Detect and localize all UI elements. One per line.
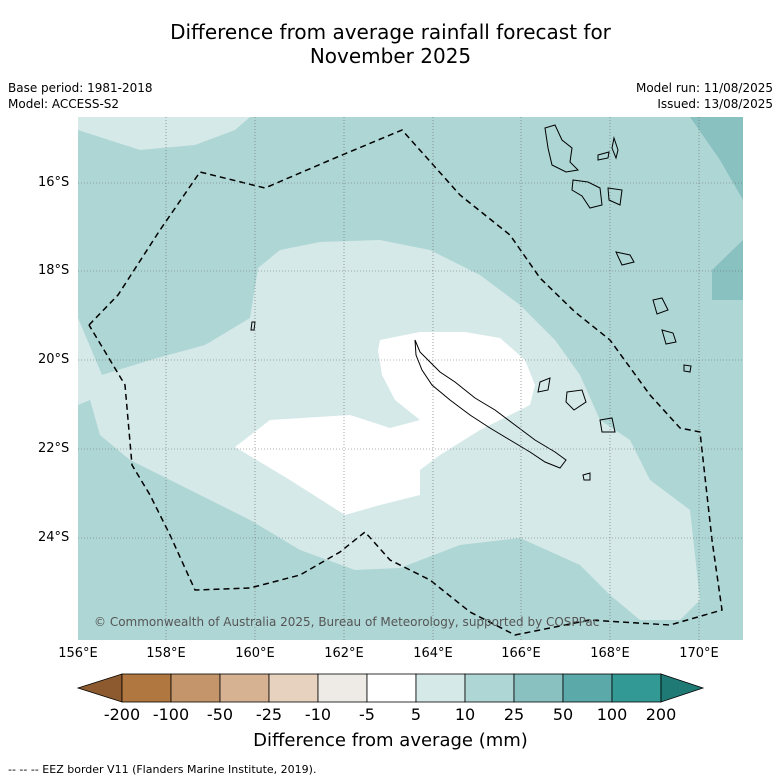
- colorbar-tick: -10: [304, 705, 332, 724]
- colorbar-arrow-low: [76, 673, 123, 703]
- colorbar-tick: 25: [503, 705, 525, 724]
- grid-lines: [78, 117, 743, 640]
- meta-left: Base period: 1981-2018 Model: ACCESS-S2: [8, 80, 153, 112]
- colorbar-tick: -100: [152, 705, 190, 724]
- colorbar-segment: [219, 673, 270, 703]
- lon-label-166e: 166°E: [501, 646, 541, 661]
- rainfall-map: © Commonwealth of Australia 2025, Bureau…: [78, 117, 743, 640]
- copyright-text: © Commonwealth of Australia 2025, Bureau…: [94, 615, 599, 629]
- colorbar-segment: [611, 673, 662, 703]
- colorbar-segment: [415, 673, 466, 703]
- lat-label-16s: 16°S: [38, 175, 70, 190]
- band-10-25-nw: [78, 117, 250, 150]
- islands: [250, 124, 692, 481]
- colorbar-tick: -50: [206, 705, 234, 724]
- colorbar-segment: [121, 673, 172, 703]
- colorbar-title: Difference from average (mm): [253, 730, 528, 751]
- colorbar-tick: 200: [645, 705, 677, 724]
- map-title-line1: Difference from average rainfall forecas…: [170, 20, 611, 44]
- base-period: Base period: 1981-2018: [8, 81, 153, 95]
- lon-label-168e: 168°E: [590, 646, 630, 661]
- lat-label-22s: 22°S: [38, 441, 70, 456]
- model-name: Model: ACCESS-S2: [8, 97, 120, 111]
- colorbar-tick: 10: [454, 705, 476, 724]
- colorbar-tick: 100: [596, 705, 628, 724]
- colorbar-segment: [268, 673, 319, 703]
- colorbar-segment: [366, 673, 417, 703]
- colorbar-tick: -5: [359, 705, 375, 724]
- colorbar-tick: 50: [552, 705, 574, 724]
- colorbar-segment: [170, 673, 221, 703]
- lon-label-162e: 162°E: [324, 646, 364, 661]
- model-run: Model run: 11/08/2025: [635, 81, 773, 95]
- colorbar-arrow-high: [660, 673, 705, 703]
- lat-label-18s: 18°S: [38, 263, 70, 278]
- lon-label-158e: 158°E: [146, 646, 186, 661]
- band-50-100-ne: [690, 117, 743, 300]
- map-title-line2: November 2025: [309, 44, 472, 68]
- eez-footnote: -- -- -- EEZ border V11 (Flanders Marine…: [8, 763, 317, 776]
- issued-date: Issued: 13/08/2025: [657, 97, 773, 111]
- lat-label-20s: 20°S: [38, 352, 70, 367]
- lon-label-170e: 170°E: [679, 646, 719, 661]
- colorbar-segment: [317, 673, 368, 703]
- eez-border: [88, 129, 723, 636]
- colorbar-tick: -200: [103, 705, 141, 724]
- lat-label-24s: 24°S: [38, 530, 70, 545]
- meta-right: Model run: 11/08/2025 Issued: 13/08/2025: [636, 80, 773, 112]
- colorbar-tick: -25: [255, 705, 283, 724]
- colorbar-tick: 5: [410, 705, 422, 724]
- colorbar-segment: [562, 673, 613, 703]
- colorbar: [76, 673, 705, 703]
- lon-label-164e: 164°E: [413, 646, 453, 661]
- colorbar-segment: [513, 673, 564, 703]
- lon-label-160e: 160°E: [235, 646, 275, 661]
- lon-label-156e: 156°E: [58, 646, 98, 661]
- band-5-10-center: [235, 332, 535, 515]
- colorbar-segment: [464, 673, 515, 703]
